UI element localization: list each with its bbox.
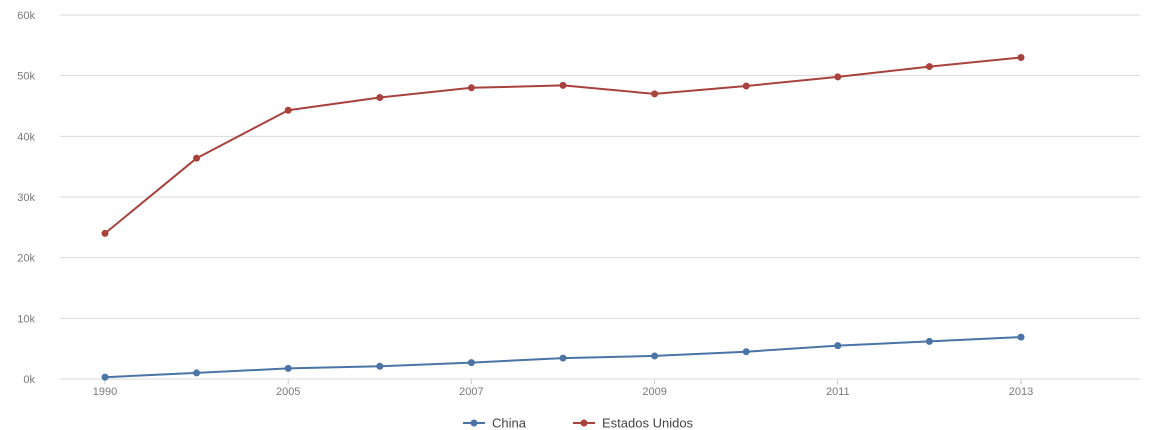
- x-tick-label: 2013: [1009, 386, 1033, 398]
- y-tick-label: 0k: [23, 374, 35, 386]
- data-point-china: [284, 364, 292, 372]
- data-point-estados-unidos: [193, 154, 201, 162]
- data-point-estados-unidos: [742, 82, 750, 90]
- data-point-china: [1017, 333, 1025, 341]
- y-tick-label: 30k: [17, 192, 35, 204]
- x-axis-ticks: 1990 2005 2007 2009 2011 2013: [93, 379, 1033, 398]
- legend-label: China: [492, 416, 527, 430]
- legend-label: Estados Unidos: [602, 416, 694, 430]
- y-tick-label: 60k: [17, 10, 35, 22]
- legend-item-china: China: [463, 416, 527, 430]
- y-tick-label: 20k: [17, 253, 35, 265]
- x-tick-label: 2005: [276, 386, 300, 398]
- y-tick-label: 40k: [17, 131, 35, 143]
- series-lines: [101, 53, 1025, 381]
- data-point-china: [925, 337, 933, 345]
- legend-swatch-marker: [580, 419, 588, 427]
- data-point-estados-unidos: [376, 94, 384, 102]
- data-point-china: [834, 342, 842, 350]
- y-axis-ticks: 0k 10k 20k 30k 40k 50k 60k: [17, 10, 35, 386]
- data-point-estados-unidos: [651, 90, 659, 98]
- data-point-china: [376, 362, 384, 370]
- legend: China Estados Unidos: [463, 416, 694, 430]
- data-point-estados-unidos: [1017, 53, 1025, 61]
- data-point-china: [193, 369, 201, 377]
- x-tick-label: 1990: [93, 386, 117, 398]
- data-point-estados-unidos: [284, 106, 292, 114]
- legend-swatch-marker: [470, 419, 478, 427]
- data-point-china: [467, 359, 475, 367]
- data-point-china: [101, 373, 109, 381]
- data-point-estados-unidos: [834, 73, 842, 81]
- data-point-estados-unidos: [101, 229, 109, 237]
- series-estados-unidos: [101, 53, 1025, 237]
- x-tick-label: 2009: [642, 386, 666, 398]
- data-point-estados-unidos: [467, 84, 475, 92]
- y-tick-label: 10k: [17, 313, 35, 325]
- x-tick-label: 2007: [459, 386, 483, 398]
- data-point-china: [559, 354, 567, 362]
- y-tick-label: 50k: [17, 71, 35, 83]
- x-tick-label: 2011: [826, 386, 850, 398]
- data-point-china: [651, 352, 659, 360]
- data-point-estados-unidos: [925, 63, 933, 71]
- gridlines: [60, 14, 1140, 380]
- series-china: [101, 333, 1025, 381]
- legend-item-estados-unidos: Estados Unidos: [573, 416, 694, 430]
- data-point-china: [742, 348, 750, 356]
- data-point-estados-unidos: [559, 81, 567, 89]
